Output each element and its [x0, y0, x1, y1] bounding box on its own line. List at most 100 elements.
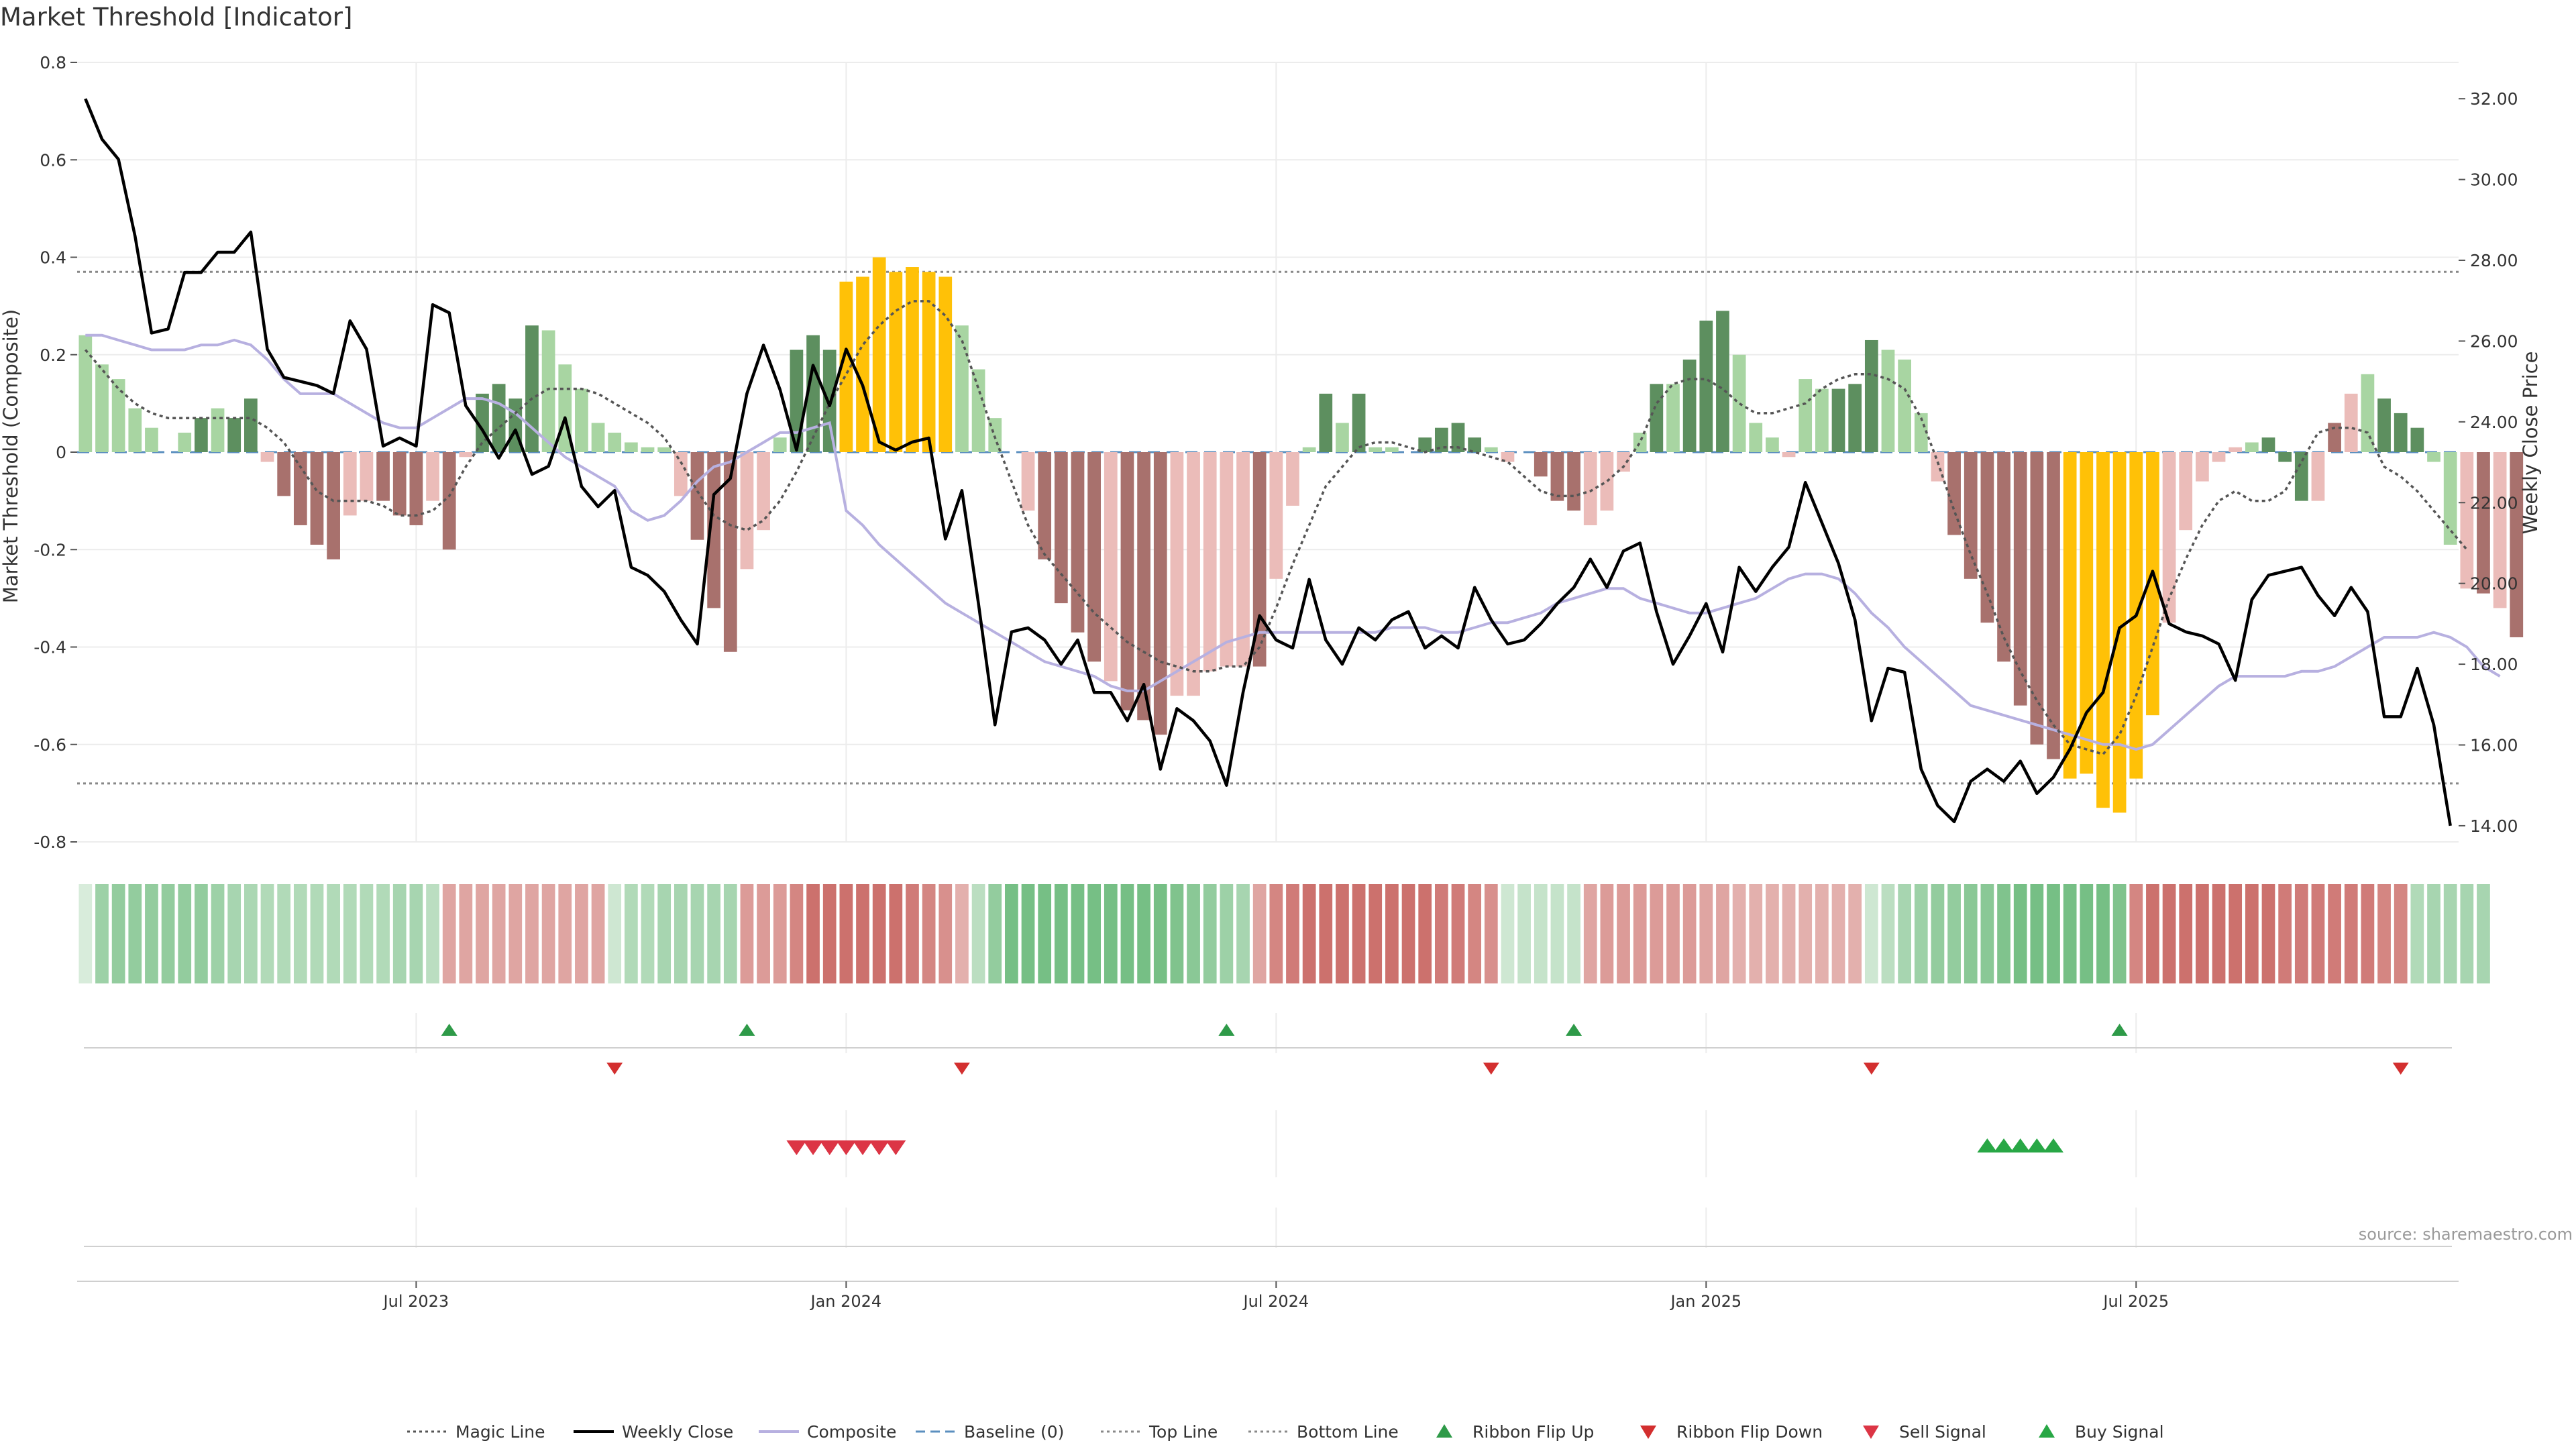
ribbon-cell	[674, 884, 688, 983]
y-right-tick-label: 24.00	[2470, 413, 2518, 432]
ribbon-cell	[1766, 884, 1779, 983]
composite-bar	[1220, 452, 1234, 667]
ribbon-cell	[2063, 884, 2077, 983]
composite-bar	[2162, 452, 2176, 623]
y-left-tick-label: -0.4	[34, 638, 66, 657]
ribbon-cell	[1137, 884, 1150, 983]
ribbon-cell	[641, 884, 655, 983]
ribbon-flip-up-marker	[739, 1024, 755, 1036]
composite-bar	[1352, 393, 1366, 452]
composite-bar	[1302, 447, 1316, 452]
composite-bar	[1054, 452, 1068, 604]
ribbon-cell	[591, 884, 605, 983]
composite-bar	[2030, 452, 2044, 745]
composite-bar	[95, 364, 109, 452]
ribbon-cell	[2394, 884, 2408, 983]
ribbon-cell	[608, 884, 622, 983]
composite-bar	[1947, 452, 1961, 535]
composite-bar	[1749, 423, 1763, 452]
ribbon-cell	[2096, 884, 2110, 983]
ribbon-cell	[1815, 884, 1829, 983]
ribbon-cell	[1236, 884, 1250, 983]
ribbon-cell	[2112, 884, 2127, 983]
composite-bar	[2196, 452, 2209, 482]
ribbon-cell	[1782, 884, 1796, 983]
legend-item: Buy Signal	[2039, 1422, 2164, 1442]
composite-bar	[1600, 452, 1614, 511]
ribbon-cell	[1336, 884, 1349, 983]
sell-signal-marker	[885, 1140, 906, 1155]
composite-bar	[244, 398, 258, 452]
legend-item: Weekly Close	[574, 1422, 733, 1442]
composite-bar	[2394, 413, 2408, 452]
ribbon-cell	[1104, 884, 1118, 983]
composite-bar	[1997, 452, 2010, 662]
composite-bar	[906, 267, 919, 452]
ribbon-cell	[657, 884, 672, 983]
sell-signal-marker	[853, 1140, 873, 1155]
ribbon-cell	[575, 884, 588, 983]
composite-bar	[145, 427, 158, 452]
composite-bar	[492, 384, 506, 452]
y-right-tick-label: 28.00	[2470, 251, 2518, 270]
ribbon-cell	[1038, 884, 1052, 983]
legend-item: Ribbon Flip Down	[1640, 1422, 1823, 1442]
ribbon-cell	[1451, 884, 1465, 983]
ribbon-cell	[1368, 884, 1383, 983]
ribbon-cell	[822, 884, 837, 983]
ribbon-cell	[1633, 884, 1647, 983]
ribbon-cell	[492, 884, 506, 983]
composite-bar	[1170, 452, 1184, 696]
ribbon-cell	[1434, 884, 1448, 983]
composite-bar	[575, 388, 588, 452]
composite-line	[85, 333, 2501, 751]
ribbon-flip-up-marker	[441, 1024, 458, 1036]
ribbon-flip-down-marker	[953, 1063, 970, 1075]
ribbon-cell	[1385, 884, 1399, 983]
ribbon-cell	[2443, 884, 2457, 983]
composite-bar	[1336, 423, 1349, 452]
composite-bar	[1137, 452, 1150, 720]
ribbon-cell	[1617, 884, 1630, 983]
signal-panel	[84, 1138, 2452, 1247]
composite-bar	[1931, 452, 1945, 482]
ribbon-cell	[293, 884, 307, 983]
composite-bar	[1766, 437, 1779, 452]
x-tick-label: Jan 2025	[1669, 1292, 1741, 1311]
composite-bar	[1071, 452, 1085, 633]
ribbon-cell	[227, 884, 241, 983]
ribbon-cell	[376, 884, 390, 983]
ribbon-cell	[1501, 884, 1515, 983]
composite-bar	[1203, 452, 1217, 672]
y-left-tick-label: 0.8	[40, 53, 66, 72]
composite-series	[85, 333, 2501, 751]
sell-signal-marker	[836, 1140, 857, 1155]
composite-bar	[1187, 452, 1200, 696]
legend-label: Ribbon Flip Up	[1472, 1422, 1594, 1442]
y-right-tick-label: 26.00	[2470, 331, 2518, 351]
buy-signal-marker	[2043, 1138, 2064, 1152]
ribbon-cell	[1203, 884, 1217, 983]
composite-bar	[260, 452, 274, 462]
ribbon-cell	[1914, 884, 1928, 983]
y-left-tick-label: 0	[56, 443, 66, 462]
ribbon-cell	[1120, 884, 1134, 983]
ribbon-cell	[2196, 884, 2209, 983]
ribbon-cell	[2377, 884, 2391, 983]
ribbon-cell	[1864, 884, 1878, 983]
composite-bar	[723, 452, 737, 652]
market-threshold-chart: 0.8 0.6 0.4 0.2 0 -0.2 -0.4 -0.6 -0.8 32.00 30.00…	[0, 53, 2573, 1311]
ribbon-cell	[872, 884, 886, 983]
ribbon-flip-down-marker	[1483, 1063, 1499, 1075]
y-right-label: Weekly Close Price	[2519, 352, 2542, 535]
composite-bar	[1617, 452, 1630, 472]
composite-bar	[856, 276, 869, 452]
composite-bar	[1699, 320, 1713, 452]
ribbon-cell	[2344, 884, 2358, 983]
ribbon-cell	[1749, 884, 1763, 983]
ribbon-cell	[740, 884, 754, 983]
composite-bar	[1583, 452, 1597, 525]
ribbon-cell	[2460, 884, 2474, 983]
y-right-tick-label: 16.00	[2470, 736, 2518, 755]
composite-bar	[277, 452, 291, 496]
